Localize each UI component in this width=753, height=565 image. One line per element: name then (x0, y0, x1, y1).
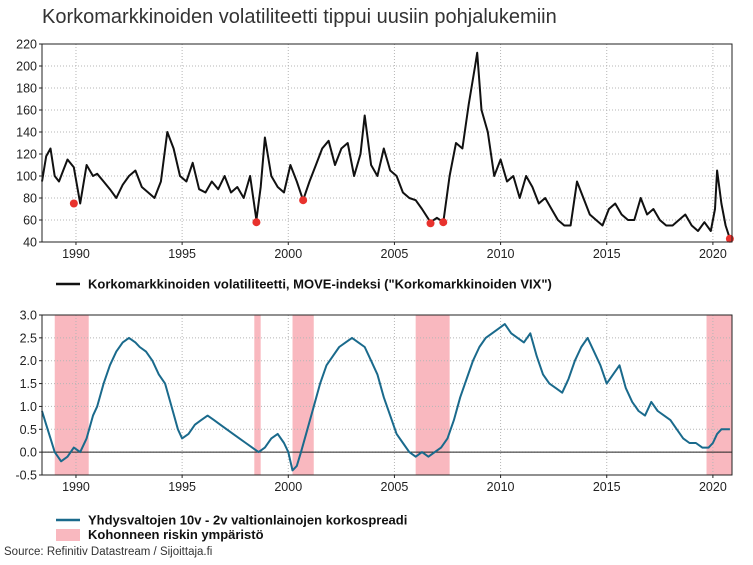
spread-chart: 1990 1995 2000 2005 2010 2015 2020 -0.5 0.0 0.5 1… (15, 309, 733, 494)
x-tick-label: 2000 (274, 247, 302, 261)
move-chart-x-axis: 1990 1995 2000 2005 2010 2015 2020 (62, 242, 727, 261)
move-chart-legend: Korkomarkkinoiden volatiliteetti, MOVE-i… (56, 277, 552, 292)
low-point-marker-4 (426, 219, 435, 228)
y-tick-label: 0.5 (20, 423, 37, 437)
y-tick-label: 60 (23, 214, 37, 228)
risk-region-5 (706, 315, 732, 475)
low-point-marker-1 (69, 199, 78, 208)
risk-region-4 (415, 315, 450, 475)
x-tick-label: 2005 (381, 247, 409, 261)
risk-region-3 (292, 315, 314, 475)
y-tick-label: 140 (16, 126, 37, 140)
low-point-marker-5 (439, 218, 448, 227)
page-title: Korkomarkkinoiden volatiliteetti tippui … (42, 6, 557, 28)
move-chart-grid (42, 44, 732, 242)
source-note: Source: Refinitiv Datastream / Sijoittaj… (4, 546, 213, 558)
move-chart-frame (41, 43, 733, 243)
y-tick-label: 100 (16, 170, 37, 184)
y-tick-label: 200 (16, 60, 37, 74)
risk-region-2 (254, 315, 261, 475)
x-tick-label: 2010 (487, 480, 515, 494)
legend-swatch-risk (56, 529, 80, 541)
legend-label-risk: Kohonneen riskin ympäristö (88, 527, 264, 542)
x-tick-label: 2020 (699, 480, 727, 494)
x-tick-label: 1990 (62, 247, 90, 261)
x-tick-label: 1995 (168, 247, 196, 261)
x-tick-label: 2020 (699, 247, 727, 261)
y-tick-label: 2.0 (20, 354, 37, 368)
low-point-marker-2 (252, 218, 261, 227)
spread-chart-frame (41, 314, 733, 476)
legend-label-spread: Yhdysvaltojen 10v - 2v valtionlainojen k… (88, 513, 407, 528)
move-chart: 1990 1995 2000 2005 2010 2015 2020 40 60 80 100 12… (16, 38, 734, 261)
spread-chart-legend: Yhdysvaltojen 10v - 2v valtionlainojen k… (56, 513, 407, 542)
y-tick-label: 1.0 (20, 400, 37, 414)
x-tick-label: 2015 (593, 247, 621, 261)
legend-label-move: Korkomarkkinoiden volatiliteetti, MOVE-i… (88, 277, 552, 292)
y-tick-label: 3.0 (20, 309, 37, 323)
y-tick-label: 160 (16, 104, 37, 118)
x-tick-label: 2015 (593, 480, 621, 494)
spread-series-line (41, 323, 730, 472)
y-tick-label: 0.0 (20, 446, 37, 460)
move-series-line (41, 51, 731, 240)
spread-chart-y-axis: -0.5 0.0 0.5 1.0 1.5 2.0 2.5 3.0 (15, 309, 42, 483)
y-tick-label: -0.5 (15, 469, 37, 483)
y-tick-label: 2.5 (20, 331, 37, 345)
spread-chart-x-axis: 1990 1995 2000 2005 2010 2015 2020 (62, 475, 727, 494)
y-tick-label: 80 (23, 192, 37, 206)
x-tick-label: 2000 (274, 480, 302, 494)
x-tick-label: 2010 (487, 247, 515, 261)
x-tick-label: 1990 (62, 480, 90, 494)
x-tick-label: 2005 (381, 480, 409, 494)
move-chart-y-axis: 40 60 80 100 120 140 160 180 200 220 (16, 38, 42, 250)
y-tick-label: 1.5 (20, 377, 37, 391)
y-tick-label: 180 (16, 82, 37, 96)
x-tick-label: 1995 (168, 480, 196, 494)
low-point-marker-3 (299, 196, 308, 205)
y-tick-label: 120 (16, 148, 37, 162)
y-tick-label: 220 (16, 38, 37, 52)
y-tick-label: 40 (23, 236, 37, 250)
